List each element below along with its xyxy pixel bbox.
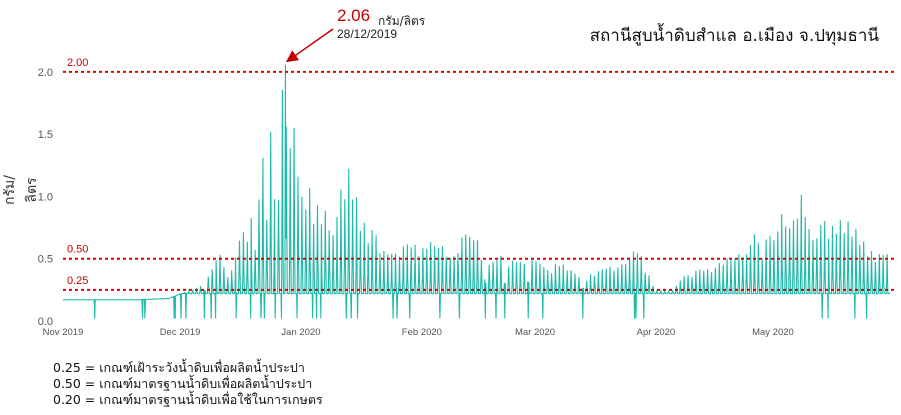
peak-date-label: 28/12/2019	[337, 27, 398, 41]
note-line: 0.25 = เกณฑ์เฝ้าระวังน้ำดิบเพื่อผลิตน้ำป…	[53, 360, 305, 375]
x-tick-label: Apr 2020	[637, 327, 676, 338]
peak-value-label: 2.06	[337, 6, 371, 25]
peak-arrow	[285, 28, 334, 63]
y-tick-label: 1.0	[38, 191, 53, 203]
x-tick-label: May 2020	[752, 327, 794, 338]
y-tick-label: 1.5	[38, 129, 53, 141]
y-axis-title: กรัม/ลิตร	[2, 175, 40, 205]
x-axis: Nov 2019 Dec 2019 Jan 2020 Feb 2020 Mar 2020…	[43, 327, 794, 338]
note-line: 0.20 = เกณฑ์มาตรฐานน้ำดิบเพื่อใช้ในการเก…	[53, 392, 323, 407]
threshold-label: 0.25	[67, 275, 88, 287]
series-layer	[63, 64, 890, 319]
y-tick-label: 2.0	[38, 67, 53, 79]
y-tick-label: 0.0	[38, 316, 53, 328]
station-title: สถานีสูบน้ำดิบสำแล อ.เมือง จ.ปทุมธานี	[589, 26, 879, 46]
y-axis: 0.0 0.5 1.0 1.5 2.0	[38, 67, 53, 328]
peak-unit-label: กรัม/ลิตร	[378, 14, 426, 28]
x-tick-label: Mar 2020	[515, 327, 555, 338]
x-tick-label: Jan 2020	[281, 327, 320, 338]
threshold-label: 0.50	[67, 244, 88, 256]
threshold-layer: 2.00 0.50 0.25	[63, 57, 895, 291]
threshold-notes: 0.25 = เกณฑ์เฝ้าระวังน้ำดิบเพื่อผลิตน้ำป…	[53, 360, 323, 408]
y-tick-label: 0.5	[38, 254, 53, 266]
x-tick-label: Dec 2019	[160, 327, 201, 338]
note-line: 0.50 = เกณฑ์มาตรฐานน้ำดิบเพื่อผลิตน้ำประ…	[53, 376, 313, 391]
threshold-label: 2.00	[67, 57, 88, 69]
x-tick-label: Feb 2020	[402, 327, 442, 338]
x-tick-label: Nov 2019	[43, 327, 84, 338]
peak-annotation-arrow	[285, 28, 334, 63]
series-line	[63, 64, 890, 319]
